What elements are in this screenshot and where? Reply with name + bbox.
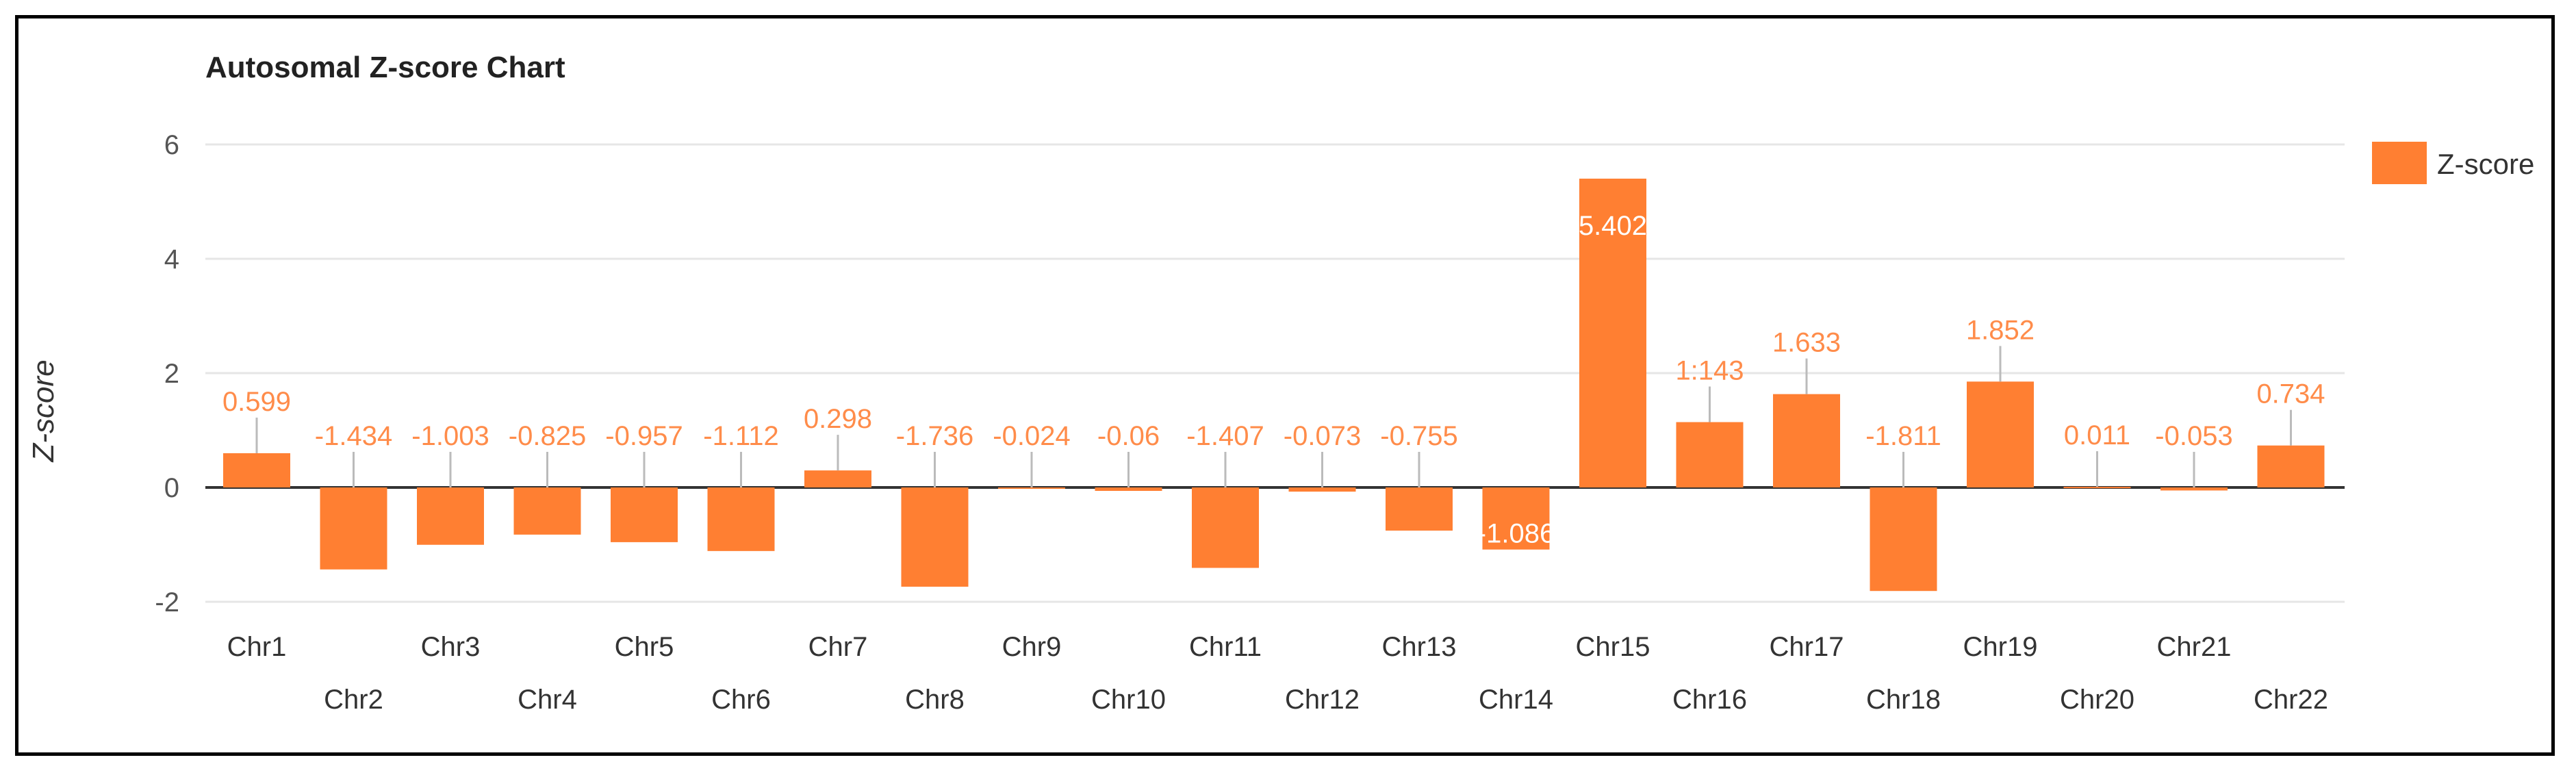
bar-chr15[interactable] [1579,178,1646,487]
category-label: Chr7 [808,632,868,662]
category-label: Chr20 [2060,685,2134,715]
value-label: -0.825 [509,421,586,451]
category-label: Chr18 [1866,685,1941,715]
value-label: -0.053 [2155,421,2232,451]
category-label: Chr17 [1770,632,1844,662]
category-label: Chr9 [1002,632,1062,662]
value-label: -0.957 [605,421,683,451]
category-label: Chr19 [1963,632,2038,662]
bar-chr3[interactable] [417,487,484,545]
bar-chr8[interactable] [901,487,969,587]
category-label: Chr11 [1189,632,1262,662]
bar-chr9[interactable] [998,487,1065,490]
category-label: Chr16 [1672,685,1747,715]
value-label: -0.024 [993,421,1070,451]
category-label: Chr13 [1382,632,1457,662]
bar-chr22[interactable] [2257,445,2325,487]
value-label: -1.434 [315,421,392,451]
bar-chr4[interactable] [513,487,581,535]
value-label: 5.402 [1579,211,1647,241]
value-label: -1.112 [703,421,778,451]
category-label: Chr2 [324,685,383,715]
y-tick-label: 0 [164,473,179,503]
bar-chr16[interactable] [1676,422,1744,487]
bar-chr12[interactable] [1288,487,1356,492]
value-label: 0.011 [2064,420,2130,450]
category-labels: Chr1 Chr2 Chr3 Chr4 Chr5 Chr6 Chr7 Chr8 Chr9 Chr1… [227,632,2328,715]
category-label: Chr6 [711,685,771,715]
category-label: Chr22 [2254,685,2328,715]
y-tick-label: 6 [164,130,179,160]
category-label: Chr15 [1576,632,1650,662]
category-label: Chr8 [905,685,965,715]
chart-frame [15,15,2555,756]
value-label: -0.073 [1284,421,1361,451]
category-label: Chr5 [615,632,674,662]
value-label: -0.06 [1097,421,1160,451]
value-label: -1.811 [1865,421,1941,451]
category-label: Chr14 [1479,685,1553,715]
bar-chr11[interactable] [1192,487,1259,568]
category-label: Chr21 [2157,632,2232,662]
bar-chr21[interactable] [2160,487,2228,491]
value-label: 1.633 [1772,328,1841,358]
value-label: -1.003 [411,421,489,451]
bar-chr18[interactable] [1870,487,1937,592]
value-labels: 0.599 -1.434 -1.003 -0.825 -0.957 -1.112 0.298… [222,211,2325,549]
chart-title: Autosomal Z-score Chart [205,51,565,84]
legend-series-name: Z-score [2437,148,2534,180]
category-label: Chr10 [1091,685,1166,715]
y-tick-label: 4 [164,244,179,275]
legend: Z-score [2372,142,2534,184]
value-label: -1.086 [1477,519,1555,549]
bar-chr17[interactable] [1773,394,1840,487]
bar-chr6[interactable] [707,487,775,551]
value-label: -1.736 [896,421,973,451]
value-label: -0.755 [1380,421,1457,451]
value-leader-lines [255,346,2292,487]
bar-chr19[interactable] [1967,381,2034,487]
y-axis-title: Z-score [27,359,60,462]
category-label: Chr1 [227,632,287,662]
bar-chr5[interactable] [611,487,678,542]
value-label: 0.734 [2256,379,2325,409]
bar-chr20[interactable] [2063,487,2131,489]
value-label: 0.599 [222,387,291,417]
category-label: Chr4 [518,685,577,715]
category-label: Chr3 [421,632,481,662]
y-tick-label: 2 [164,359,179,389]
legend-swatch [2372,142,2427,184]
bar-chr7[interactable] [804,470,871,487]
bar-chr13[interactable] [1386,487,1453,531]
category-label: Chr12 [1285,685,1360,715]
bar-chr2[interactable] [320,487,387,570]
value-label: 1.852 [1966,315,2035,345]
y-tick-labels: 6 4 2 0 -2 [155,130,179,618]
value-label: 1:143 [1675,356,1744,386]
bars [223,178,2325,592]
value-label: -1.407 [1186,421,1264,451]
bar-chr10[interactable] [1095,487,1162,492]
value-label: 0.298 [804,404,872,434]
bar-chr1[interactable] [223,453,290,487]
bar-chr14[interactable] [1482,487,1550,550]
y-tick-label: -2 [155,587,179,618]
